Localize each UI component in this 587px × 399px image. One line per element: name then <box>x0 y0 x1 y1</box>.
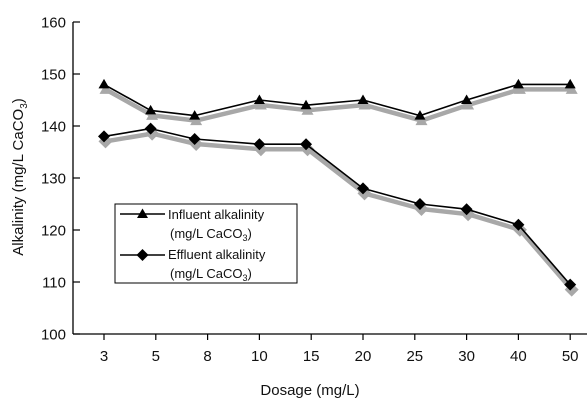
influent-point <box>300 99 312 110</box>
influent-point <box>461 94 473 104</box>
influent-point <box>564 78 576 89</box>
effluent-point <box>253 138 266 151</box>
influent-shadow-marker <box>190 114 203 126</box>
y-axis-label-main: Alkalinity (mg/L CaCO <box>10 109 27 256</box>
effluent-point <box>144 122 157 135</box>
axes <box>72 22 587 335</box>
legend: Influent alkalinity (mg/L CaCO3) Effluen… <box>114 203 298 284</box>
influent-point <box>98 78 110 89</box>
y-tick-label: 100 <box>41 327 66 344</box>
influent-point <box>512 78 524 89</box>
influent-shadow-marker <box>565 83 578 94</box>
y-tick-label: 120 <box>41 223 66 240</box>
y-ticks: 100 110 120 130 140 150 160 <box>41 15 80 344</box>
y-tick-label: 160 <box>41 15 66 32</box>
y-axis-label-sub: 3 <box>19 103 30 109</box>
influent-point <box>414 110 426 120</box>
effluent-shadow-line <box>105 131 574 292</box>
influent-shadow-marker <box>146 109 159 120</box>
effluent-series-line <box>103 127 571 286</box>
x-tick-label: 50 <box>562 348 579 365</box>
influent-shadow-marker <box>462 99 475 110</box>
x-tick-label: 20 <box>355 348 372 365</box>
effluent-point <box>460 203 473 216</box>
effluent-point <box>564 278 577 291</box>
influent-shadow-marker <box>301 104 314 115</box>
influent-shadow-marker <box>358 99 371 110</box>
y-tick-label: 130 <box>41 171 66 188</box>
influent-shadow-marker <box>415 114 428 126</box>
x-ticks: 3 5 8 10 15 20 25 30 40 50 <box>100 334 579 365</box>
legend-influent-line1: Influent alkalinity <box>168 207 265 222</box>
y-tick-label: 110 <box>42 275 66 292</box>
x-tick-label: 8 <box>203 348 211 365</box>
x-tick-label: 10 <box>251 348 268 365</box>
influent-point <box>145 104 157 115</box>
y-tick-label: 140 <box>41 119 66 136</box>
effluent-point <box>357 182 369 195</box>
series-lines <box>103 83 571 286</box>
y-tick-label: 150 <box>41 67 66 84</box>
x-tick-label: 40 <box>510 348 527 365</box>
effluent-point <box>98 130 110 143</box>
legend-influent-units-main: (mg/L CaCO <box>170 226 242 241</box>
x-tick-label: 15 <box>303 348 320 365</box>
y-axis-label: Alkalinity (mg/L CaCO3) <box>10 98 30 256</box>
y-axis-label-close: ) <box>10 98 27 103</box>
influent-point <box>189 110 201 120</box>
effluent-point <box>512 218 525 231</box>
influent-shadow-line <box>104 87 572 123</box>
x-tick-label: 25 <box>406 348 423 365</box>
legend-effluent-marker <box>136 249 149 261</box>
series-markers <box>98 78 577 291</box>
legend-influent-label: Influent alkalinity <box>168 207 265 222</box>
legend-effluent-label: Effluent alkalinity <box>168 247 266 262</box>
legend-influent-units-close: ) <box>248 226 252 241</box>
effluent-point <box>300 138 313 151</box>
legend-influent-units: (mg/L CaCO3) <box>170 226 252 243</box>
legend-influent-marker <box>137 208 148 218</box>
legend-effluent-units-sub: 3 <box>242 273 247 283</box>
x-tick-label: 5 <box>152 348 160 365</box>
influent-series-line <box>103 83 571 117</box>
influent-shadow-marker <box>513 83 526 94</box>
x-tick-label: 30 <box>458 348 475 365</box>
legend-influent-units-sub: 3 <box>242 233 247 243</box>
legend-effluent-units-main: (mg/L CaCO <box>170 266 242 281</box>
influent-shadow-marker <box>254 99 267 110</box>
x-axis-label: Dosage (mg/L) <box>260 382 359 399</box>
legend-effluent-units: (mg/L CaCO3) <box>170 266 252 283</box>
effluent-point <box>188 133 201 145</box>
x-tick-label: 3 <box>100 348 108 365</box>
legend-effluent-units-close: ) <box>248 266 252 281</box>
effluent-point <box>413 198 426 210</box>
influent-shadow-marker <box>99 83 112 94</box>
influent-point <box>253 94 265 104</box>
influent-point <box>357 94 369 104</box>
legend-effluent-line1: Effluent alkalinity <box>168 247 266 262</box>
